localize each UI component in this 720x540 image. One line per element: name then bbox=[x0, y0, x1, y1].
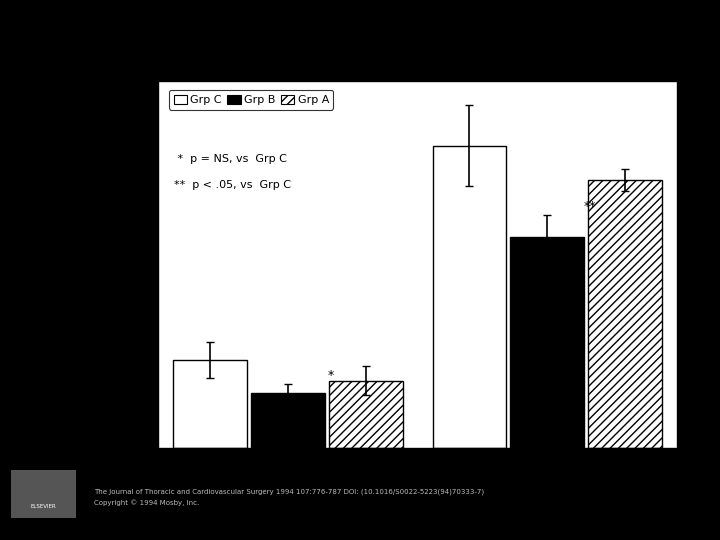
Text: **: ** bbox=[584, 200, 596, 213]
Text: The Journal of Thoracic and Cardiovascular Surgery 1994 107:776-787 DOI: (10.101: The Journal of Thoracic and Cardiovascul… bbox=[94, 489, 484, 495]
Text: *: * bbox=[328, 369, 334, 382]
Bar bbox=[588, 180, 662, 448]
Y-axis label: Density (DPM/mcg protein): Density (DPM/mcg protein) bbox=[119, 190, 128, 340]
Bar bbox=[174, 360, 247, 448]
Bar bbox=[510, 238, 584, 448]
Bar bbox=[329, 381, 402, 448]
Text: **  p < .05, vs  Grp C: ** p < .05, vs Grp C bbox=[174, 180, 291, 190]
Text: Copyright © 1994 Mosby, Inc.: Copyright © 1994 Mosby, Inc. bbox=[94, 500, 199, 506]
Text: ELSEVIER: ELSEVIER bbox=[30, 504, 56, 509]
Text: *  p = NS, vs  Grp C: * p = NS, vs Grp C bbox=[174, 154, 287, 165]
Bar bbox=[251, 393, 325, 448]
Legend: Grp C, Grp B, Grp A: Grp C, Grp B, Grp A bbox=[169, 90, 333, 110]
Bar bbox=[433, 146, 506, 448]
Text: Fig. 9: Fig. 9 bbox=[341, 19, 379, 33]
